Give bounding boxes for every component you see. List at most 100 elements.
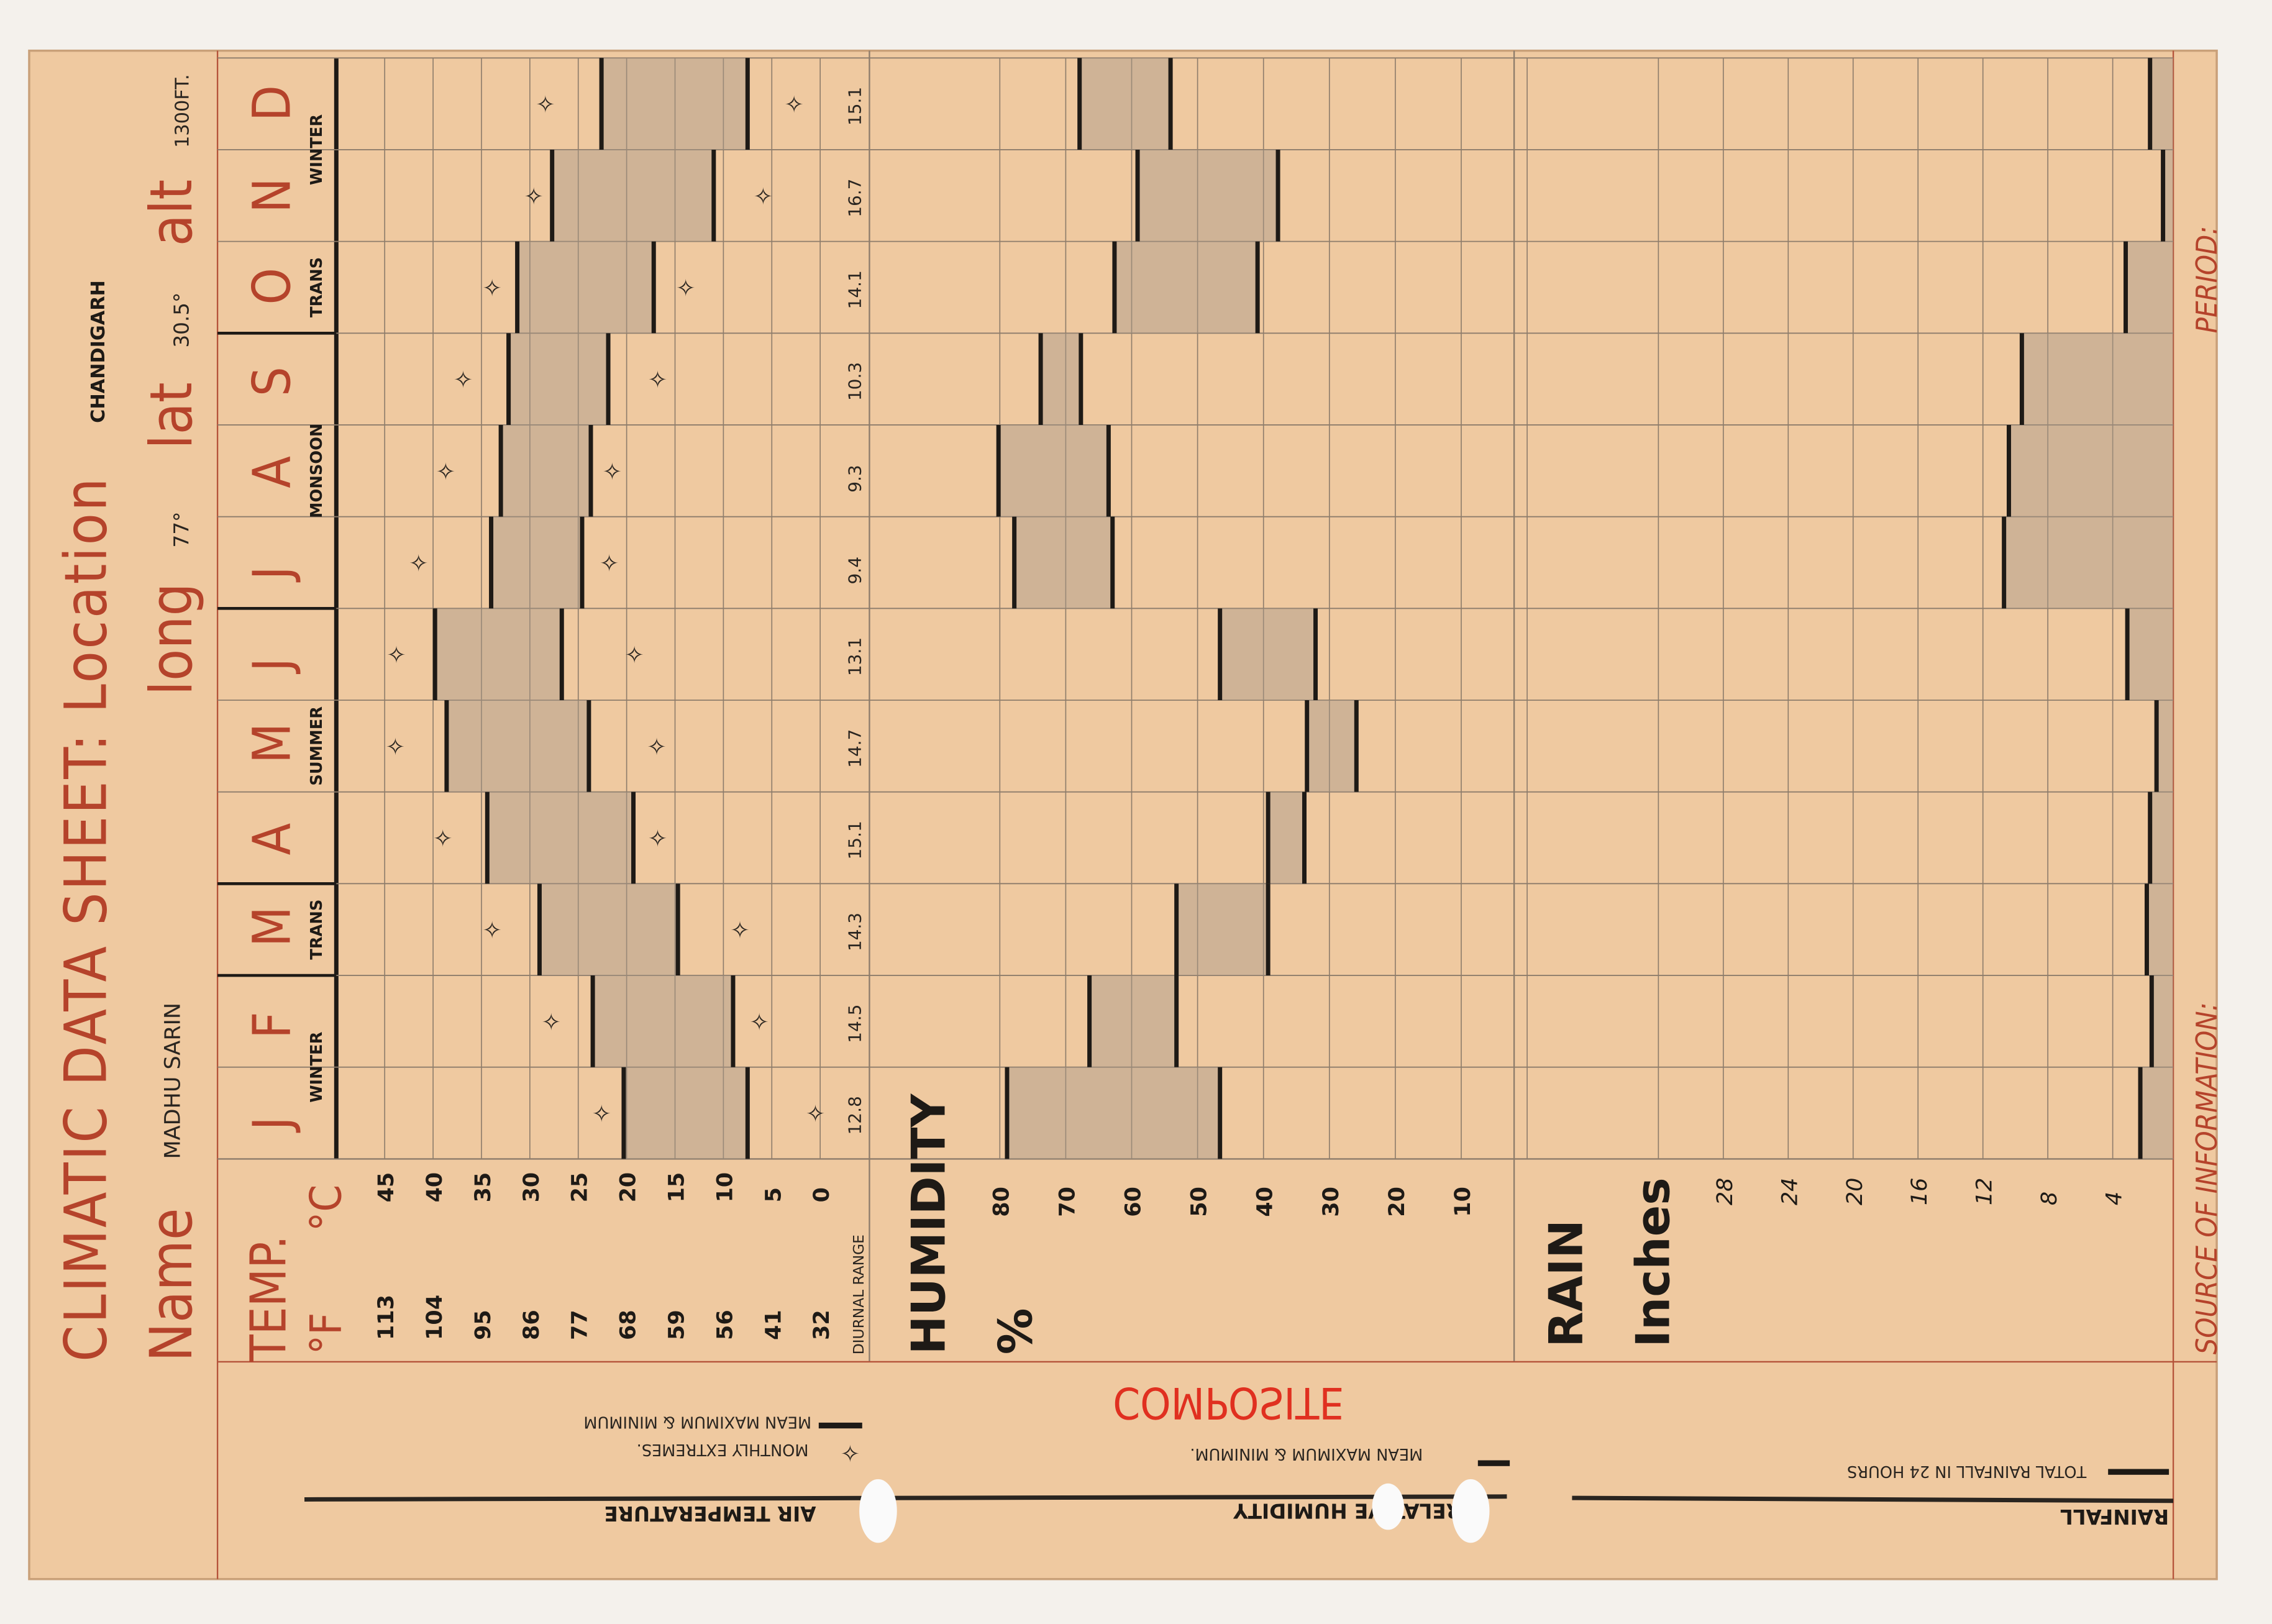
legend-temp-mean-mark: [818, 1422, 862, 1429]
temp-mean-range-bar: [552, 149, 714, 242]
punch-hole: [1451, 1479, 1490, 1543]
month-label: A: [242, 823, 303, 855]
temp-extreme-min-star: ✧: [600, 549, 619, 577]
legend-hum-mean: MEAN MAXIMUM & MINIMUM.: [1190, 1444, 1423, 1463]
temp-extreme-min-star: ✧: [730, 916, 749, 944]
month-label: J: [242, 658, 303, 674]
humidity-tick: 80: [989, 1187, 1014, 1217]
fahrenheit-tick: 77: [568, 1310, 593, 1340]
rain-label: RAIN: [1540, 1220, 1594, 1347]
rainfall-legend-line: [1572, 1495, 2174, 1503]
temp-extreme-max-star: ✧: [386, 733, 405, 760]
location-value: CHANDIGARH: [88, 280, 109, 423]
text-layer: CLIMATIC DATA SHEET: Location CHANDIGARH…: [52, 74, 2224, 1543]
legend-rain-total: TOTAL RAINFALL IN 24 HOURS: [1847, 1462, 2087, 1480]
rain-tick: 16: [1907, 1178, 1932, 1206]
humidity-tick: 50: [1187, 1187, 1212, 1217]
temp-extreme-max-star: ✧: [436, 458, 455, 485]
fahrenheit-tick: 32: [810, 1310, 834, 1340]
fahrenheit-tick: 56: [713, 1310, 737, 1340]
celsius-tick: 45: [374, 1172, 399, 1203]
diurnal-range-value: 14.3: [844, 913, 865, 951]
humidity-range-bar: [1307, 700, 1357, 792]
season-label: TRANS: [308, 257, 326, 317]
celsius-tick: 30: [519, 1172, 544, 1203]
period-label: PERIOD:: [2190, 226, 2224, 334]
name-value: MADHU SARIN: [160, 1003, 185, 1159]
fahrenheit-tick: 68: [616, 1310, 641, 1340]
temp-mean-range-bar: [435, 608, 562, 701]
fahrenheit-unit: °F: [301, 1313, 351, 1355]
temp-mean-range-bar: [491, 516, 582, 609]
diurnal-range-value: 15.1: [844, 87, 865, 125]
diurnal-range-value: 16.7: [844, 178, 865, 217]
humidity-tick: 40: [1253, 1187, 1278, 1217]
diurnal-range-value: 14.1: [844, 270, 865, 309]
celsius-tick: 25: [568, 1172, 593, 1203]
diurnal-range-value: 15.1: [844, 821, 865, 859]
lat-label: lat: [137, 382, 205, 449]
punch-hole: [859, 1479, 897, 1543]
season-label: SUMMER: [308, 706, 326, 786]
humidity-range-bar: [1006, 1067, 1220, 1159]
legend-temp-mean: MEAN MAXIMUM & MINIMUM: [583, 1413, 811, 1431]
temp-extreme-max-star: ✧: [592, 1100, 611, 1128]
temp-extreme-max-star: ✧: [409, 549, 428, 577]
humidity-range-bar: [1041, 333, 1081, 425]
temp-extreme-min-star: ✧: [603, 458, 622, 485]
temp-extreme-min-star: ✧: [676, 274, 695, 301]
rainfall-bar: [2022, 333, 2174, 425]
temp-mean-range-bar: [446, 700, 589, 792]
rainfall-bar: [2150, 58, 2174, 150]
fahrenheit-tick: 104: [422, 1295, 447, 1340]
month-label: M: [242, 723, 303, 764]
celsius-tick: 5: [761, 1187, 786, 1202]
temp-mean-range-bar: [539, 883, 678, 976]
rainfall-bar: [2163, 149, 2174, 242]
rain-tick: 28: [1713, 1178, 1738, 1206]
temp-extreme-min-star: ✧: [647, 733, 666, 760]
temp-mean-range-bar: [593, 975, 733, 1067]
temp-mean-range-bar: [517, 241, 654, 334]
temp-extreme-max-star: ✧: [483, 916, 502, 944]
rainfall-bar: [2127, 608, 2174, 701]
temp-extreme-min-star: ✧: [648, 366, 667, 393]
inches-label: Inches: [1626, 1177, 1681, 1347]
humidity-range-bar: [1176, 883, 1269, 976]
month-label: M: [242, 906, 303, 947]
fahrenheit-tick: 59: [664, 1310, 689, 1340]
temp-label: TEMP.: [240, 1235, 298, 1362]
fahrenheit-tick: 86: [519, 1310, 544, 1340]
chart-marks: ✧ ✧ ✧ ✧ ✧ ✧ ✧ ✧ ✧ ✧ ✧ ✧ ✧ ✧ ✧ ✧ ✧ ✧ ✧ ✧ ✧ ✧ ✧ ✧: [386, 58, 2174, 1159]
temp-mean-range-bar: [508, 333, 609, 425]
temp-extreme-max-star: ✧: [542, 1008, 561, 1036]
alt-value: 1300FT.: [171, 74, 193, 148]
fahrenheit-tick: 113: [374, 1295, 399, 1340]
temp-mean-range-bar: [601, 58, 748, 150]
diurnal-range-value: 13.1: [844, 637, 865, 676]
temp-extreme-min-star: ✧: [806, 1100, 825, 1128]
rain-tick: 24: [1777, 1178, 1802, 1206]
season-label: TRANS: [308, 900, 326, 960]
humidity-tick: 10: [1451, 1187, 1476, 1217]
temp-mean-range-bar: [487, 791, 634, 884]
temp-extreme-min-star: ✧: [648, 825, 667, 852]
temp-extreme-min-star: ✧: [754, 183, 773, 210]
diurnal-range-value: 14.5: [844, 1005, 865, 1043]
legend-air-temperature: AIR TEMPERATURE: [604, 1502, 816, 1525]
temp-mean-range-bar: [501, 424, 591, 517]
rain-tick: 20: [1843, 1178, 1868, 1206]
legend-hum-mean-mark: [1477, 1460, 1510, 1466]
season-label: MONSOON: [308, 424, 326, 518]
humidity-range-bar: [1220, 608, 1316, 701]
composite-stamp: COMPOSITE: [1113, 1377, 1344, 1428]
month-label: D: [242, 85, 303, 121]
temp-extreme-max-star: ✧: [483, 274, 502, 301]
celsius-unit: °C: [301, 1185, 351, 1231]
month-label: F: [242, 1011, 303, 1038]
legend-rain-mark: [2108, 1469, 2169, 1475]
grid: [216, 50, 2217, 1579]
legend-relative-humidity: RELATIVE HUMIDITY: [1233, 1499, 1462, 1522]
alt-label: alt: [137, 180, 205, 247]
diurnal-range-value: 10.3: [844, 362, 865, 401]
